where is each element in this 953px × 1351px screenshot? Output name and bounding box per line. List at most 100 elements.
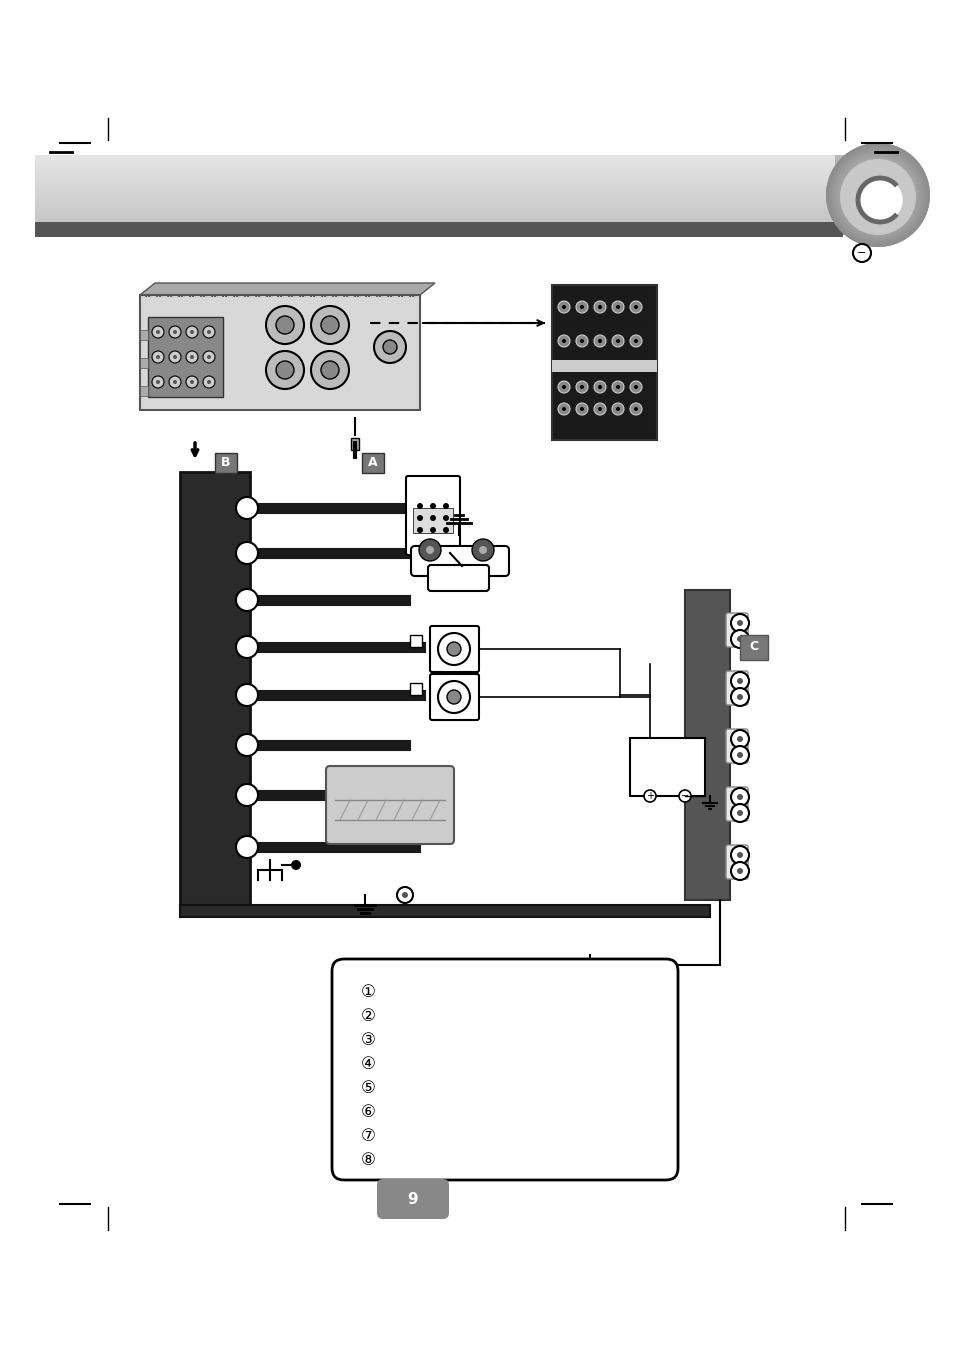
FancyBboxPatch shape (430, 626, 478, 671)
Circle shape (634, 407, 638, 411)
Circle shape (737, 852, 742, 858)
Bar (140, 358, 148, 367)
Circle shape (430, 503, 436, 509)
Circle shape (872, 190, 882, 200)
Circle shape (561, 385, 565, 389)
Circle shape (737, 753, 742, 758)
Circle shape (186, 351, 198, 363)
Circle shape (834, 153, 920, 238)
Circle shape (172, 330, 177, 334)
Circle shape (579, 305, 583, 309)
Circle shape (852, 245, 870, 262)
Circle shape (594, 381, 605, 393)
Circle shape (598, 407, 601, 411)
Circle shape (169, 326, 181, 338)
Circle shape (207, 330, 211, 334)
Circle shape (235, 497, 257, 519)
Circle shape (594, 403, 605, 415)
Circle shape (612, 381, 623, 393)
Circle shape (396, 888, 413, 902)
Bar (410, 684, 421, 694)
FancyBboxPatch shape (326, 766, 454, 844)
Bar (35, 222, 842, 236)
Text: ⑤: ⑤ (360, 1079, 375, 1097)
Circle shape (579, 385, 583, 389)
Circle shape (235, 684, 257, 707)
Circle shape (841, 158, 914, 232)
Circle shape (862, 180, 892, 209)
Bar (180, 905, 709, 917)
Circle shape (561, 339, 565, 343)
Bar (552, 285, 657, 440)
FancyBboxPatch shape (725, 844, 747, 880)
Circle shape (866, 184, 888, 205)
Circle shape (730, 788, 748, 807)
Circle shape (447, 642, 460, 657)
Circle shape (830, 149, 924, 242)
Circle shape (558, 301, 569, 313)
Circle shape (598, 339, 601, 343)
Bar (351, 438, 358, 450)
Circle shape (836, 154, 918, 236)
Circle shape (843, 161, 911, 230)
Circle shape (598, 305, 601, 309)
Circle shape (643, 790, 656, 802)
Circle shape (730, 730, 748, 748)
Circle shape (320, 316, 338, 334)
Circle shape (838, 155, 916, 234)
Circle shape (235, 784, 257, 807)
Circle shape (235, 836, 257, 858)
Circle shape (172, 355, 177, 359)
FancyBboxPatch shape (430, 674, 478, 720)
Circle shape (558, 403, 569, 415)
FancyBboxPatch shape (376, 1179, 449, 1219)
Circle shape (579, 339, 583, 343)
Circle shape (576, 301, 587, 313)
Bar (629, 738, 704, 796)
FancyBboxPatch shape (725, 730, 747, 763)
FancyBboxPatch shape (214, 453, 236, 473)
Circle shape (418, 539, 440, 561)
Circle shape (576, 381, 587, 393)
Circle shape (382, 340, 396, 354)
Circle shape (612, 403, 623, 415)
Text: ②: ② (360, 1006, 375, 1025)
Circle shape (862, 178, 893, 211)
Circle shape (737, 636, 742, 642)
Circle shape (579, 407, 583, 411)
Circle shape (846, 163, 908, 226)
Circle shape (190, 380, 193, 384)
Circle shape (853, 172, 901, 219)
Text: +: + (645, 790, 654, 801)
Text: ③: ③ (360, 1031, 375, 1048)
Text: 9: 9 (407, 1192, 417, 1206)
Circle shape (730, 613, 748, 632)
Circle shape (634, 305, 638, 309)
Circle shape (825, 143, 929, 247)
Circle shape (235, 636, 257, 658)
Circle shape (266, 305, 304, 345)
Circle shape (156, 330, 160, 334)
Circle shape (430, 515, 436, 521)
Circle shape (737, 678, 742, 684)
Circle shape (235, 734, 257, 757)
Circle shape (576, 403, 587, 415)
Bar (148, 317, 223, 397)
Circle shape (850, 168, 904, 222)
Text: ⑧: ⑧ (360, 1151, 375, 1169)
FancyBboxPatch shape (740, 635, 767, 661)
Circle shape (827, 145, 927, 245)
Circle shape (152, 376, 164, 388)
Circle shape (152, 351, 164, 363)
Circle shape (737, 694, 742, 700)
Circle shape (867, 185, 887, 205)
Circle shape (730, 846, 748, 865)
Circle shape (478, 546, 486, 554)
Circle shape (576, 335, 587, 347)
Circle shape (737, 867, 742, 874)
Circle shape (832, 150, 923, 240)
Circle shape (873, 190, 882, 199)
Circle shape (861, 178, 894, 212)
Text: −: − (680, 790, 688, 801)
Circle shape (616, 305, 619, 309)
